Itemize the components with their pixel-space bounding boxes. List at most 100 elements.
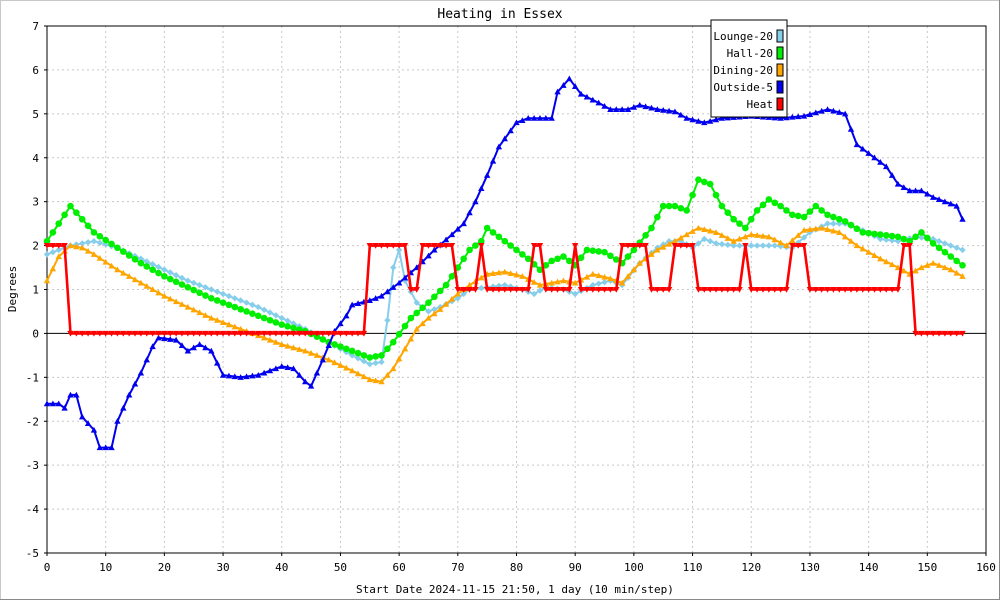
data-point-hall-20: [789, 211, 796, 219]
data-point-heat: [190, 330, 197, 337]
x-tick-label: 60: [393, 561, 406, 574]
legend-swatch-hall-20: [776, 46, 784, 60]
data-point-heat: [818, 286, 825, 293]
data-point-outside-5: [395, 279, 403, 286]
data-point-dining-20: [149, 286, 156, 293]
data-point-heat: [865, 286, 872, 293]
legend-label-dining-20: Dining-20: [713, 64, 773, 77]
data-point-outside-5: [125, 391, 133, 398]
data-point-outside-5: [296, 371, 303, 378]
data-point-hall-20: [595, 248, 602, 255]
data-point-heat: [108, 330, 115, 337]
data-point-dining-20: [489, 270, 497, 276]
data-point-outside-5: [671, 108, 679, 115]
data-point-outside-5: [530, 115, 538, 121]
data-point-heat: [618, 243, 626, 249]
data-point-outside-5: [313, 369, 321, 376]
data-point-dining-20: [859, 245, 866, 252]
data-point-dining-20: [172, 298, 180, 305]
data-point-hall-20: [337, 343, 344, 350]
data-point-heat: [912, 330, 919, 337]
data-point-heat: [184, 330, 192, 337]
data-point-dining-20: [683, 231, 690, 238]
data-point-dining-20: [742, 233, 749, 240]
series-hall-20: [43, 176, 966, 361]
data-point-hall-20: [871, 230, 878, 238]
data-point-lounge-20: [771, 242, 778, 249]
data-point-outside-5: [231, 373, 238, 380]
legend-swatch-heat: [776, 97, 784, 111]
data-point-heat: [384, 243, 391, 249]
data-point-dining-20: [96, 255, 104, 261]
data-point-hall-20: [847, 221, 855, 229]
data-point-heat: [466, 286, 473, 293]
data-point-hall-20: [818, 207, 825, 214]
data-point-dining-20: [583, 273, 591, 280]
data-point-hall-20: [659, 202, 667, 210]
data-point-hall-20: [284, 322, 291, 330]
x-tick-label: 50: [334, 561, 347, 574]
data-point-hall-20: [213, 297, 221, 304]
data-point-outside-5: [947, 200, 954, 207]
data-point-hall-20: [536, 266, 544, 274]
data-point-heat: [536, 243, 544, 249]
data-point-heat: [718, 286, 726, 293]
data-point-dining-20: [589, 270, 596, 277]
data-point-dining-20: [789, 237, 796, 244]
data-point-hall-20: [648, 224, 655, 232]
data-point-hall-20: [178, 281, 186, 288]
data-point-dining-20: [413, 325, 420, 332]
data-point-outside-5: [542, 115, 550, 121]
data-point-outside-5: [683, 115, 690, 121]
data-point-dining-20: [548, 279, 555, 286]
data-point-lounge-20: [953, 244, 960, 251]
data-point-outside-5: [302, 378, 309, 385]
data-point-heat: [771, 286, 778, 293]
data-point-outside-5: [249, 372, 256, 379]
data-point-outside-5: [888, 172, 896, 178]
data-point-dining-20: [501, 268, 508, 275]
data-point-heat: [284, 330, 291, 337]
data-point-hall-20: [436, 287, 444, 295]
data-point-dining-20: [354, 370, 362, 377]
data-point-outside-5: [519, 117, 526, 123]
data-point-hall-20: [742, 224, 749, 232]
data-point-dining-20: [337, 362, 344, 368]
data-point-dining-20: [208, 314, 215, 321]
data-point-heat: [777, 286, 784, 293]
data-point-outside-5: [554, 88, 561, 95]
data-point-hall-20: [824, 211, 831, 219]
legend-swatch-dining-20: [776, 63, 784, 77]
x-tick-label: 10: [99, 561, 112, 574]
data-point-hall-20: [577, 254, 585, 261]
data-point-dining-20: [571, 279, 579, 286]
x-tick-label: 30: [216, 561, 229, 574]
data-point-hall-20: [806, 208, 814, 215]
data-point-hall-20: [642, 232, 649, 239]
legend-label-heat: Heat: [747, 98, 774, 111]
data-point-outside-5: [812, 109, 820, 116]
data-point-dining-20: [237, 325, 244, 332]
data-point-dining-20: [102, 258, 109, 265]
data-point-dining-20: [818, 224, 825, 231]
data-point-dining-20: [654, 246, 661, 253]
data-point-outside-5: [777, 115, 784, 121]
data-point-hall-20: [354, 349, 362, 357]
y-tick-label: -1: [26, 371, 39, 384]
data-point-hall-20: [835, 215, 843, 223]
data-point-lounge-20: [478, 284, 485, 292]
data-point-dining-20: [219, 319, 227, 325]
data-point-dining-20: [630, 266, 638, 273]
data-point-heat: [225, 330, 233, 337]
data-point-dining-20: [718, 232, 726, 238]
data-point-dining-20: [284, 342, 291, 349]
data-point-dining-20: [143, 283, 150, 289]
data-point-outside-5: [501, 135, 508, 142]
data-point-outside-5: [601, 102, 608, 109]
data-point-heat: [407, 286, 415, 293]
data-point-lounge-20: [278, 314, 285, 322]
data-point-outside-5: [689, 116, 696, 123]
data-point-lounge-20: [255, 303, 262, 311]
data-point-outside-5: [660, 106, 667, 113]
data-point-outside-5: [67, 391, 74, 398]
